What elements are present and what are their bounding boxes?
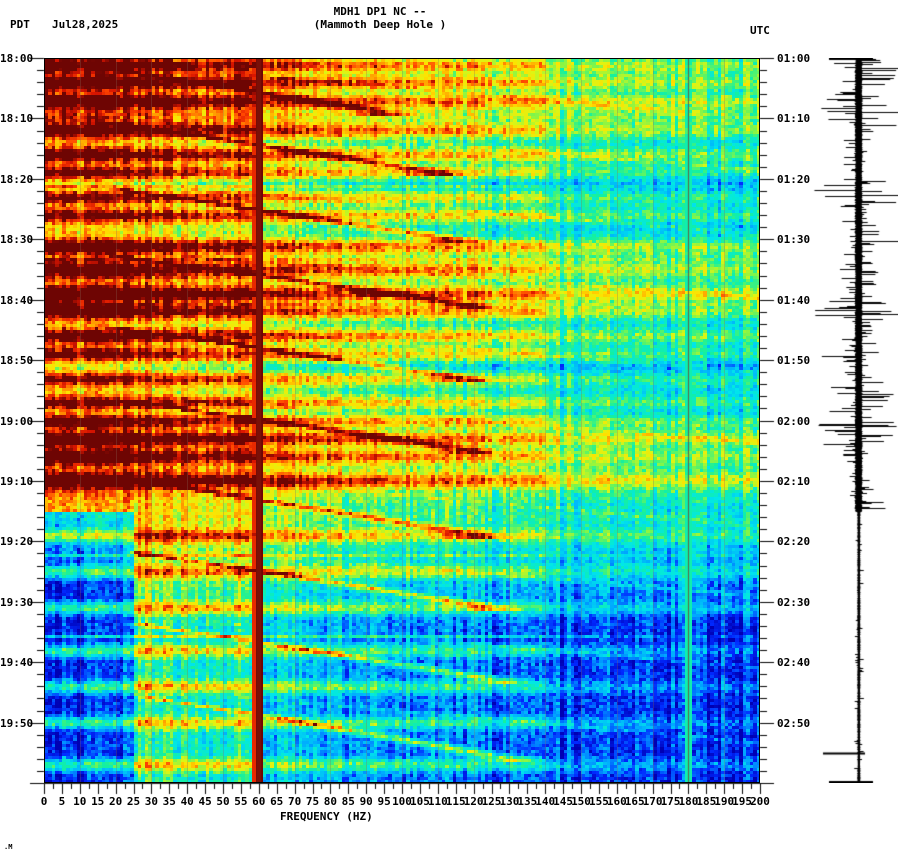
x-tick-20: 20 — [108, 795, 123, 808]
x-tick-25: 25 — [126, 795, 141, 808]
x-tick-30: 30 — [144, 795, 159, 808]
corner-mark: .M — [4, 843, 13, 851]
x-tick-165: 165 — [624, 795, 645, 808]
y-tick-left-10: 19:40 — [0, 656, 34, 670]
y-tick-right-0: 01:00 — [777, 52, 811, 65]
x-tick-160: 160 — [606, 795, 627, 808]
x-tick-150: 150 — [571, 795, 591, 808]
x-tick-155: 155 — [588, 795, 609, 808]
y-tick-right-2: 01:20 — [777, 172, 811, 186]
x-tick-120: 120 — [463, 795, 484, 808]
x-tick-60: 60 — [252, 795, 266, 808]
y-tick-right-6: 02:00 — [777, 414, 811, 428]
x-tick-45: 45 — [198, 795, 212, 808]
x-tick-90: 90 — [359, 795, 373, 808]
x-tick-10: 10 — [73, 795, 87, 808]
y-tick-left-0: 18:00 — [0, 52, 34, 65]
y-tick-right-4: 01:40 — [777, 293, 811, 307]
x-tick-110: 110 — [427, 795, 448, 808]
x-tick-40: 40 — [180, 795, 194, 808]
y-tick-right-7: 02:10 — [777, 474, 811, 488]
y-tick-left-4: 18:40 — [0, 293, 34, 307]
x-tick-0: 0 — [40, 795, 48, 808]
x-axis-title: FREQUENCY (HZ) — [280, 810, 373, 823]
x-tick-190: 190 — [714, 795, 735, 808]
y-tick-right-1: 01:10 — [777, 112, 811, 126]
x-tick-105: 105 — [409, 795, 430, 808]
x-tick-55: 55 — [234, 795, 248, 808]
y-tick-left-8: 19:20 — [0, 535, 34, 549]
y-tick-right-9: 02:30 — [777, 595, 811, 609]
x-tick-80: 80 — [323, 795, 338, 808]
x-tick-130: 130 — [499, 795, 520, 808]
x-tick-75: 75 — [305, 795, 320, 808]
x-tick-175: 175 — [660, 795, 681, 808]
x-tick-125: 125 — [481, 795, 502, 808]
x-tick-135: 135 — [517, 795, 538, 808]
y-tick-right-8: 02:20 — [777, 535, 811, 549]
x-tick-70: 70 — [287, 795, 302, 808]
x-tick-195: 195 — [732, 795, 753, 808]
y-tick-left-2: 18:20 — [0, 172, 34, 186]
seismogram-trace-panel — [812, 58, 898, 783]
y-tick-right-11: 02:50 — [777, 716, 811, 730]
x-tick-85: 85 — [341, 795, 355, 808]
x-tick-15: 15 — [91, 795, 105, 808]
y-tick-left-1: 18:10 — [0, 112, 34, 126]
x-tick-170: 170 — [642, 795, 663, 808]
spectrogram-canvas[interactable] — [44, 58, 760, 783]
x-tick-95: 95 — [377, 795, 391, 808]
x-tick-115: 115 — [445, 795, 466, 808]
y-tick-left-7: 19:10 — [0, 474, 34, 488]
x-tick-5: 5 — [58, 795, 66, 808]
spectrogram-plot[interactable] — [44, 58, 760, 783]
x-tick-35: 35 — [162, 795, 176, 808]
x-tick-140: 140 — [535, 795, 556, 808]
page-title: MDH1 DP1 NC -- — [333, 5, 427, 18]
x-tick-180: 180 — [678, 795, 699, 808]
y-tick-right-10: 02:40 — [777, 656, 811, 670]
y-tick-left-6: 19:00 — [0, 414, 34, 428]
x-tick-200: 200 — [750, 795, 770, 808]
x-tick-50: 50 — [216, 795, 230, 808]
y-tick-left-5: 18:50 — [0, 354, 34, 368]
x-tick-185: 185 — [696, 795, 717, 808]
x-tick-65: 65 — [270, 795, 284, 808]
y-tick-left-9: 19:30 — [0, 595, 34, 609]
y-tick-right-3: 01:30 — [777, 233, 811, 247]
header-timezone-right: UTC — [750, 24, 770, 37]
y-tick-left-11: 19:50 — [0, 716, 34, 730]
page-subtitle: (Mammoth Deep Hole ) — [313, 18, 447, 31]
seismogram-trace-canvas — [812, 58, 898, 783]
x-tick-100: 100 — [392, 795, 412, 808]
x-tick-145: 145 — [553, 795, 574, 808]
y-tick-left-3: 18:30 — [0, 233, 34, 247]
y-tick-right-5: 01:50 — [777, 354, 811, 368]
